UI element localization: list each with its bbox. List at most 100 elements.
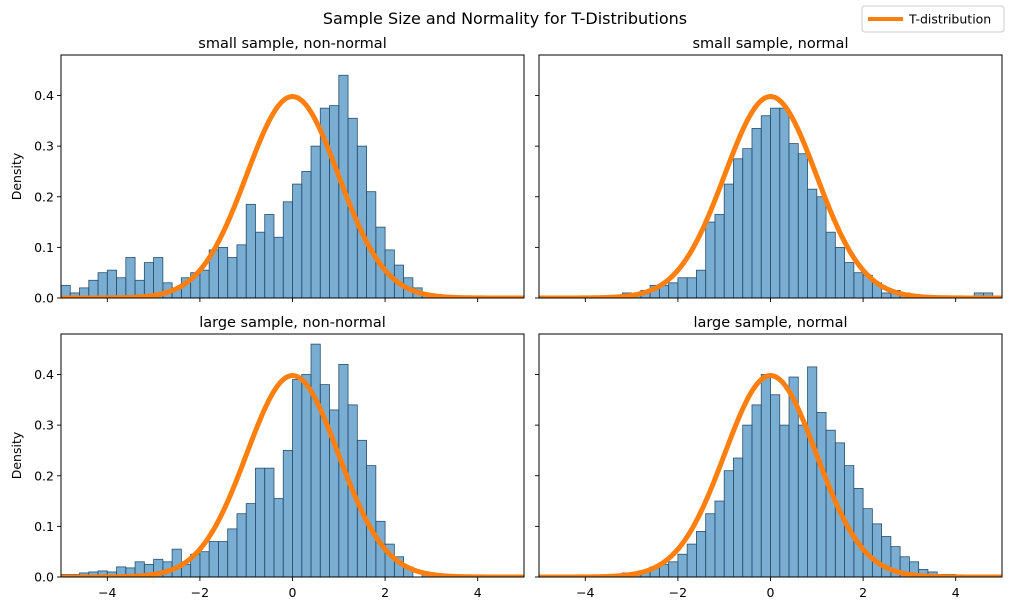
histogram-bar xyxy=(245,203,256,298)
subplot-4: large sample, normal −4 −2 0 2 4 xyxy=(535,315,1003,600)
histogram-bar xyxy=(677,277,688,298)
y-tick-label: 0.4 xyxy=(34,88,54,103)
subplot-grid: small sample, non-normal 0.0 0.1 0.2 0.3 0.4 D… xyxy=(9,36,1003,600)
histogram-bar xyxy=(834,246,845,298)
legend: T-distribution xyxy=(861,5,1005,33)
histogram-bar xyxy=(723,470,734,577)
histogram-bar xyxy=(807,188,818,298)
t-distribution-curve xyxy=(61,94,524,298)
histogram-bar xyxy=(983,292,994,298)
x-tick-label: 2 xyxy=(859,585,867,600)
histogram-bar xyxy=(733,457,744,577)
histogram-bar xyxy=(255,231,266,298)
histogram-bar xyxy=(153,257,164,298)
histogram-bar xyxy=(301,374,312,577)
histogram-bar xyxy=(264,467,275,577)
histogram-bar xyxy=(668,282,679,298)
histogram-bar xyxy=(788,143,799,298)
legend-label: T-distribution xyxy=(908,12,991,27)
histogram-bar xyxy=(310,343,321,577)
histogram-bar xyxy=(329,105,340,298)
histogram-bar xyxy=(825,231,836,298)
y-tick-label: 0.0 xyxy=(34,570,54,585)
histogram-bar xyxy=(116,277,127,298)
histogram-bar xyxy=(236,244,247,298)
histogram-bar xyxy=(282,450,293,577)
y-tick-label: 0.2 xyxy=(34,468,54,483)
histogram-bar xyxy=(770,107,781,298)
histogram-bar xyxy=(273,498,284,577)
x-tick-label: −2 xyxy=(191,585,209,600)
histogram-bar xyxy=(218,246,229,298)
histogram-bar xyxy=(255,467,266,577)
y-tick-label: 0.1 xyxy=(34,240,54,255)
histogram-bar xyxy=(862,508,873,577)
subplot-title: large sample, normal xyxy=(693,315,847,331)
histogram-bar xyxy=(881,292,892,298)
histogram-bar xyxy=(751,128,762,298)
histogram-bar xyxy=(844,262,855,298)
histogram-bar xyxy=(797,424,808,577)
subplot-2: small sample, normal xyxy=(535,36,1003,302)
histogram-bar xyxy=(742,148,753,298)
histogram-bar xyxy=(668,561,679,577)
histogram-bar xyxy=(751,404,762,577)
legend-frame xyxy=(861,5,1005,33)
histogram-bar xyxy=(97,272,108,298)
subplot-title: large sample, non-normal xyxy=(199,315,386,331)
histogram xyxy=(621,366,957,577)
histogram-bar xyxy=(227,257,238,298)
histogram-bar xyxy=(723,183,734,298)
t-distribution-curve xyxy=(539,94,1002,298)
figure-suptitle: Sample Size and Normality for T-Distribu… xyxy=(323,9,687,28)
y-tick-label: 0.2 xyxy=(34,189,54,204)
t-distribution-curve xyxy=(61,373,524,577)
histogram-bar xyxy=(301,171,312,298)
y-tick-label: 0.4 xyxy=(34,367,54,382)
histogram-bar xyxy=(816,412,827,577)
histogram-bar xyxy=(714,500,725,577)
histogram-bar xyxy=(199,269,210,298)
histogram-bar xyxy=(273,236,284,298)
histogram xyxy=(61,343,432,577)
histogram-bar xyxy=(292,183,303,298)
histogram-bar xyxy=(292,379,303,577)
histogram-bar xyxy=(853,488,864,577)
histogram-bar xyxy=(779,424,790,577)
subplot-title: small sample, non-normal xyxy=(198,36,386,52)
x-tick-label: −4 xyxy=(576,585,594,600)
histogram-bar xyxy=(733,158,744,298)
histogram-bar xyxy=(760,374,771,577)
histogram-bar xyxy=(705,221,716,298)
histogram-bar xyxy=(245,503,256,577)
histogram-bar xyxy=(853,272,864,298)
subplot-1: small sample, non-normal 0.0 0.1 0.2 0.3 0.4 D… xyxy=(9,36,525,306)
histogram-bar xyxy=(686,543,697,577)
histogram-bar xyxy=(199,551,210,577)
y-axis-label: Density xyxy=(9,152,24,200)
histogram-bar xyxy=(779,107,790,298)
histogram-bar xyxy=(677,553,688,577)
subplot-title: small sample, normal xyxy=(693,36,849,52)
y-tick-label: 0.3 xyxy=(34,139,54,154)
histogram-bar xyxy=(696,269,707,298)
x-tick-label: 4 xyxy=(474,585,482,600)
histogram-bar xyxy=(816,196,827,298)
histogram-bar xyxy=(686,277,697,298)
y-tick-label: 0.0 xyxy=(34,291,54,306)
histogram-bar xyxy=(310,145,321,298)
x-tick-label: 4 xyxy=(952,585,960,600)
histogram-bar xyxy=(760,115,771,298)
histogram-bar xyxy=(871,523,883,577)
y-tick-label: 0.3 xyxy=(34,418,54,433)
x-tick-label: 2 xyxy=(381,585,389,600)
histogram-bar xyxy=(742,424,753,577)
histogram-bar xyxy=(696,531,707,577)
histogram-bar xyxy=(227,528,238,577)
histogram-bar xyxy=(236,513,247,577)
histogram-bar xyxy=(770,394,781,577)
histogram-bar xyxy=(106,269,117,298)
histogram-bar xyxy=(208,541,219,577)
histogram-bar xyxy=(282,201,293,298)
